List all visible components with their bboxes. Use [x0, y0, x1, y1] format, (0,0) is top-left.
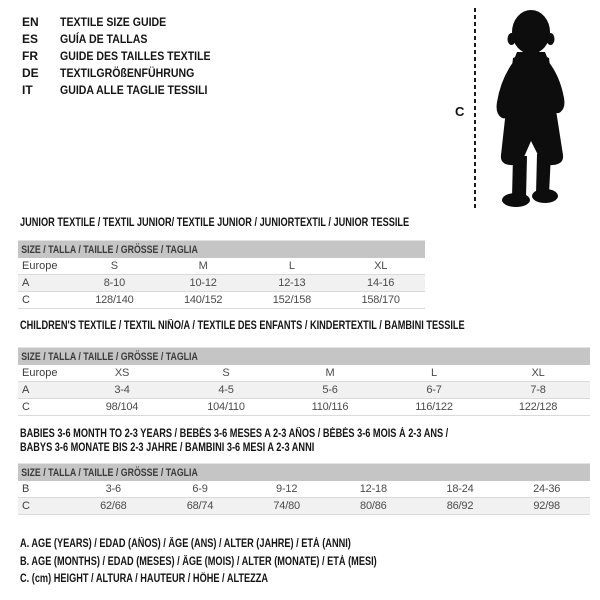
table-row: B 3-6 6-9 9-12 12-18 18-24 24-36 — [18, 481, 590, 498]
table-cell: 18-24 — [446, 483, 474, 495]
table-row: Europe S M L XL — [18, 258, 425, 275]
table-cell: 62/68 — [100, 500, 127, 512]
table-cell: 4-5 — [218, 384, 234, 396]
legend-line: C. (cm) HEIGHT / ALTURA / HAUTEUR / HÖHE… — [20, 573, 269, 585]
table-row: C 62/68 68/74 74/80 80/86 86/92 92/98 — [18, 498, 590, 515]
size-table-header-label: SIZE / TALLA / TAILLE / GRÖSSE / TAGLIA — [21, 350, 198, 363]
table-cell: 152/158 — [272, 294, 312, 306]
table-cell: 8-10 — [103, 277, 125, 289]
table-cell: 6-7 — [426, 384, 442, 396]
section-title-line: JUNIOR TEXTILE / TEXTIL JUNIOR/ TEXTILE … — [20, 217, 410, 229]
table-cell: 128/140 — [95, 294, 134, 306]
table-cell: XS — [114, 367, 130, 379]
section-title: CHILDREN'S TEXTILE / TEXTIL NIÑO/A / TEX… — [18, 319, 590, 333]
table-cell: 116/122 — [415, 401, 453, 413]
table-cell: M — [325, 367, 335, 379]
row-label: C — [22, 401, 30, 413]
table-cell: XL — [531, 367, 545, 379]
table-cell: 110/116 — [311, 401, 349, 413]
table-cell: 74/80 — [273, 500, 300, 512]
row-label: C — [22, 500, 30, 512]
table-row: Europe XS S M L XL — [18, 365, 590, 382]
table-cell: 6-9 — [192, 483, 208, 495]
language-row: IT GUIDA ALLE TAGLIE TESSILI — [22, 81, 231, 98]
size-table-section: JUNIOR TEXTILE / TEXTIL JUNIOR/ TEXTILE … — [18, 216, 506, 309]
legend-line: A. AGE (YEARS) / EDAD (AÑOS) / ÂGE (ANS)… — [20, 538, 351, 550]
height-measure-dotted-line — [474, 8, 476, 208]
table-cell: 92/98 — [533, 500, 560, 512]
table-cell: 158/170 — [361, 294, 400, 306]
size-table-header-label: SIZE / TALLA / TAILLE / GRÖSSE / TAGLIA — [21, 466, 198, 479]
table-cell: 7-8 — [530, 384, 546, 396]
legend-line: B. AGE (MONTHS) / EDAD (MESES) / ÂGE (MO… — [20, 555, 377, 568]
size-table-section: CHILDREN'S TEXTILE / TEXTIL NIÑO/A / TEX… — [18, 319, 590, 416]
language-row: DE TEXTILGRÖßENFÜHRUNG — [22, 64, 231, 81]
table-row: A 3-4 4-5 5-6 6-7 7-8 — [18, 382, 590, 399]
language-row: ES GUÍA DE TALLAS — [22, 30, 231, 47]
table-cell: 98/104 — [105, 401, 139, 413]
table-cell: L — [431, 367, 437, 379]
baby-silhouette-icon — [496, 10, 565, 207]
language-code: EN — [22, 14, 39, 29]
section-title-line: BABYS 3-6 MONATE BIS 2-3 JAHRE / BAMBINI… — [20, 442, 315, 454]
language-row: FR GUIDE DES TAILLES TEXTILE — [22, 47, 231, 64]
height-measure-label: C — [455, 104, 465, 119]
row-label: B — [22, 483, 30, 495]
size-table: SIZE / TALLA / TAILLE / GRÖSSE / TAGLIA E… — [18, 240, 425, 309]
language-label: TEXTILGRÖßENFÜHRUNG — [60, 65, 195, 80]
table-cell: 68/74 — [186, 500, 214, 512]
table-cell: 12-18 — [359, 483, 387, 495]
table-cell: 122/128 — [518, 401, 558, 413]
table-row: C 128/140 140/152 152/158 158/170 — [18, 292, 425, 309]
table-cell: 80/86 — [360, 500, 387, 512]
language-row: EN TEXTILE SIZE GUIDE — [22, 13, 231, 30]
size-table-section: BABIES 3-6 MONTH TO 2-3 YEARS / BEBÉS 3-… — [18, 427, 590, 515]
language-label: GUÍA DE TALLAS — [60, 31, 148, 46]
language-list: EN TEXTILE SIZE GUIDE ES GUÍA DE TALLAS FR GU… — [22, 13, 231, 98]
table-cell: S — [110, 260, 118, 272]
size-table: SIZE / TALLA / TAILLE / GRÖSSE / TAGLIA B… — [18, 463, 590, 515]
language-code: ES — [22, 31, 39, 46]
table-cell: 3-6 — [105, 483, 122, 495]
size-table: SIZE / TALLA / TAILLE / GRÖSSE / TAGLIA E… — [18, 347, 590, 416]
row-label: Europe — [22, 367, 58, 379]
table-cell: S — [222, 367, 230, 379]
table-cell: 10-12 — [189, 277, 217, 289]
row-label: C — [22, 294, 30, 306]
table-cell: 12-13 — [278, 277, 306, 289]
section-title-line: CHILDREN'S TEXTILE / TEXTIL NIÑO/A / TEX… — [20, 320, 465, 332]
table-cell: 140/152 — [183, 294, 223, 306]
language-code: IT — [22, 82, 33, 97]
size-table-header: SIZE / TALLA / TAILLE / GRÖSSE / TAGLIA — [18, 347, 590, 365]
language-code: FR — [22, 48, 38, 63]
language-code: DE — [22, 65, 39, 80]
legend: A. AGE (YEARS) / EDAD (AÑOS) / ÂGE (ANS)… — [20, 536, 466, 589]
table-cell: 5-6 — [322, 384, 338, 396]
size-table-header: SIZE / TALLA / TAILLE / GRÖSSE / TAGLIA — [18, 463, 590, 481]
size-table-header: SIZE / TALLA / TAILLE / GRÖSSE / TAGLIA — [18, 240, 425, 258]
table-cell: 14-16 — [367, 277, 395, 289]
section-title-line: BABIES 3-6 MONTH TO 2-3 YEARS / BEBÉS 3-… — [20, 428, 449, 440]
row-label: A — [22, 277, 30, 289]
language-label: GUIDE DES TAILLES TEXTILE — [60, 48, 211, 63]
table-row: A 8-10 10-12 12-13 14-16 — [18, 275, 425, 292]
language-label: GUIDA ALLE TAGLIE TESSILI — [60, 82, 208, 97]
table-cell: 24-36 — [533, 483, 561, 495]
language-label: TEXTILE SIZE GUIDE — [60, 14, 167, 29]
table-cell: L — [288, 260, 295, 272]
row-label: Europe — [22, 260, 58, 272]
table-cell: 104/110 — [207, 401, 245, 413]
size-table-header-label: SIZE / TALLA / TAILLE / GRÖSSE / TAGLIA — [21, 243, 198, 256]
section-title: BABIES 3-6 MONTH TO 2-3 YEARS / BEBÉS 3-… — [18, 427, 590, 455]
table-cell: XL — [374, 260, 388, 272]
table-cell: 3-4 — [114, 384, 130, 396]
table-cell: M — [198, 260, 208, 272]
section-title: JUNIOR TEXTILE / TEXTIL JUNIOR/ TEXTILE … — [18, 216, 506, 230]
table-cell: 9-12 — [276, 483, 298, 495]
table-cell: 86/92 — [446, 500, 474, 512]
table-row: C 98/104 104/110 110/116 116/122 122/128 — [18, 399, 590, 416]
row-label: A — [22, 384, 30, 396]
